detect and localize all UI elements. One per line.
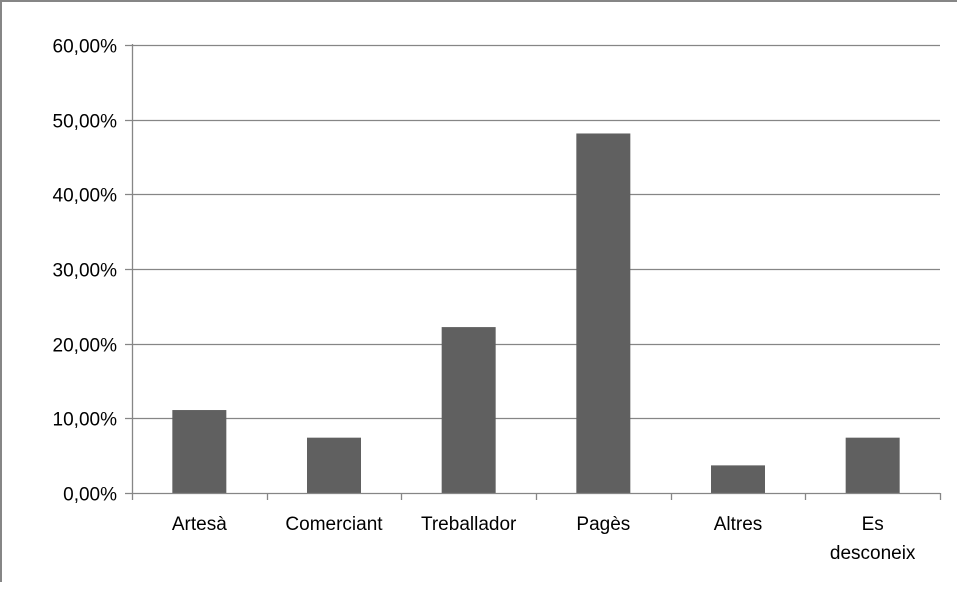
bar xyxy=(576,133,631,494)
y-axis-tick-labels: 0,00% 10,00% 20,00% 30,00% 40,00% 50,00% 60,00… xyxy=(53,37,118,506)
x-tick-label: Treballador xyxy=(421,514,517,535)
x-tick-label: Artesà xyxy=(172,514,227,535)
y-tick-label: 30,00% xyxy=(53,261,118,282)
x-tick-label: Comerciant xyxy=(285,514,383,535)
y-tick-label: 40,00% xyxy=(53,186,118,207)
bar xyxy=(711,465,765,493)
bar xyxy=(172,410,227,493)
y-tick-label: 0,00% xyxy=(63,485,117,506)
x-axis-tick-labels: Artesà Comerciant Treballador Pagès Altres Es… xyxy=(172,514,916,564)
bars xyxy=(172,133,900,494)
gridlines xyxy=(125,44,940,420)
y-tick-label: 20,00% xyxy=(53,336,118,357)
axes xyxy=(125,44,942,500)
y-tick-label: 60,00% xyxy=(53,37,118,58)
bar xyxy=(307,437,361,493)
bar xyxy=(441,327,496,493)
bar xyxy=(845,437,900,493)
x-tick-label: Pagès xyxy=(576,514,630,535)
x-tick-label: Es desconeix xyxy=(830,514,916,564)
x-tick-label: Altres xyxy=(714,514,763,535)
y-tick-label: 50,00% xyxy=(53,112,118,133)
y-tick-label: 10,00% xyxy=(53,410,118,431)
